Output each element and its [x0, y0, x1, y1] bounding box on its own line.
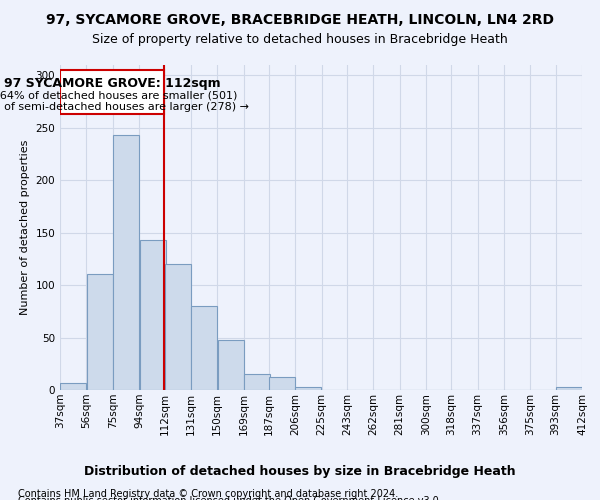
Bar	[556, 387, 582, 390]
Text: ← 64% of detached houses are smaller (501): ← 64% of detached houses are smaller (50…	[0, 90, 238, 100]
Text: Contains HM Land Registry data © Crown copyright and database right 2024.: Contains HM Land Registry data © Crown c…	[18, 489, 398, 499]
Bar	[164, 264, 191, 390]
Text: Size of property relative to detached houses in Bracebridge Heath: Size of property relative to detached ho…	[92, 32, 508, 46]
Bar	[269, 378, 295, 390]
Bar	[295, 387, 322, 390]
Text: 97, SYCAMORE GROVE, BRACEBRIDGE HEATH, LINCOLN, LN4 2RD: 97, SYCAMORE GROVE, BRACEBRIDGE HEATH, L…	[46, 12, 554, 26]
Bar	[191, 306, 217, 390]
Text: Contains public sector information licensed under the Open Government Licence v3: Contains public sector information licen…	[18, 496, 442, 500]
Text: 97 SYCAMORE GROVE: 112sqm: 97 SYCAMORE GROVE: 112sqm	[4, 76, 221, 90]
Bar	[218, 340, 244, 390]
Bar	[244, 374, 270, 390]
Text: Distribution of detached houses by size in Bracebridge Heath: Distribution of detached houses by size …	[84, 464, 516, 477]
Bar	[140, 240, 166, 390]
Text: 36% of semi-detached houses are larger (278) →: 36% of semi-detached houses are larger (…	[0, 102, 249, 112]
Bar	[60, 70, 164, 114]
Bar	[60, 382, 86, 390]
Bar	[113, 135, 139, 390]
Bar	[86, 274, 113, 390]
Y-axis label: Number of detached properties: Number of detached properties	[20, 140, 30, 315]
